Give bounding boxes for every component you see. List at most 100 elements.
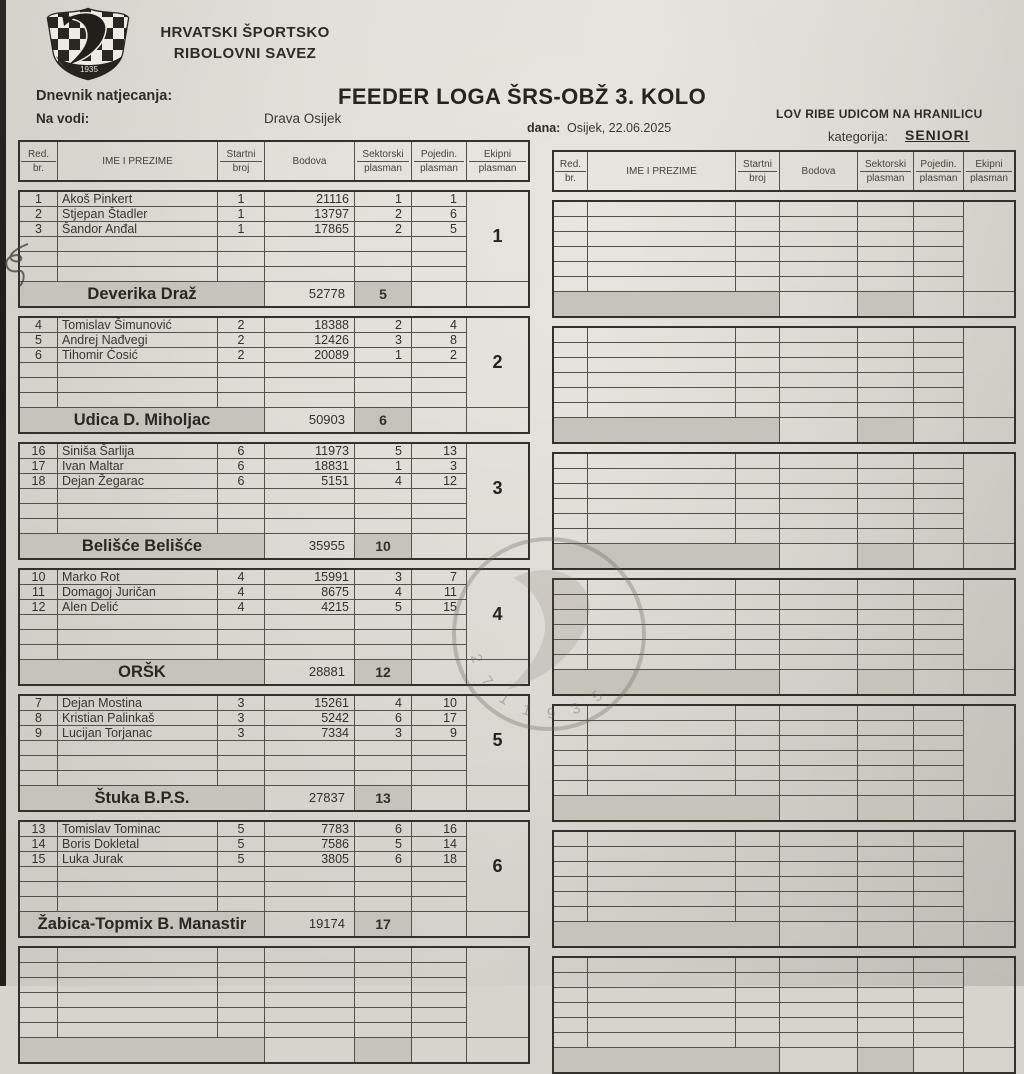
- cell-row-number: [554, 706, 588, 721]
- cell-sector: [355, 393, 412, 408]
- cell-name: [58, 897, 218, 912]
- cell-individual: 18: [412, 852, 467, 867]
- cell-sector: [858, 514, 914, 529]
- team-pojedin-cell: [412, 786, 467, 810]
- category-value: SENIORI: [905, 127, 970, 143]
- team-sector-cell: 6: [355, 408, 412, 432]
- cell-name: [588, 751, 736, 766]
- category-label: kategorija:: [828, 129, 888, 144]
- cell-sector: [355, 756, 412, 771]
- cell-start: [736, 1033, 780, 1048]
- team-rank-cell: [964, 454, 1014, 544]
- cell-row-number: [20, 771, 58, 786]
- cell-individual: [412, 237, 467, 252]
- cell-sector: 5: [355, 837, 412, 852]
- cell-points: [780, 454, 858, 469]
- water-label: Na vodi:: [36, 111, 90, 126]
- cell-individual: [412, 645, 467, 660]
- cell-name: [58, 1008, 218, 1023]
- cell-points: [265, 882, 355, 897]
- cell-row-number: [20, 756, 58, 771]
- cell-individual: [914, 403, 964, 418]
- cell-points: 8675: [265, 585, 355, 600]
- cell-individual: [914, 766, 964, 781]
- cell-points: 12426: [265, 333, 355, 348]
- cell-row-number: [554, 388, 588, 403]
- team-sector-cell: 5: [355, 282, 412, 306]
- cell-row-number: [554, 610, 588, 625]
- team-ekipni-cell: [964, 796, 1014, 820]
- cell-start: [736, 751, 780, 766]
- cell-start: [736, 232, 780, 247]
- cell-row-number: 17: [20, 459, 58, 474]
- cell-name: Tihomir Ćosić: [58, 348, 218, 363]
- cell-start: 4: [218, 570, 265, 585]
- cell-start: 2: [218, 333, 265, 348]
- team-rank-cell: [964, 580, 1014, 670]
- team-points-cell: 52778: [265, 282, 355, 306]
- cell-points: [265, 771, 355, 786]
- cell-points: [780, 499, 858, 514]
- cell-name: [588, 343, 736, 358]
- cell-start: [736, 958, 780, 973]
- cell-row-number: [554, 907, 588, 922]
- cell-start: [736, 988, 780, 1003]
- cell-name: [588, 907, 736, 922]
- cell-sector: [355, 882, 412, 897]
- cell-name: [58, 756, 218, 771]
- cell-row-number: 16: [20, 444, 58, 459]
- cell-points: 15261: [265, 696, 355, 711]
- team-pojedin-cell: [914, 418, 964, 442]
- blank-team-block: [552, 956, 1016, 1074]
- cell-sector: 3: [355, 726, 412, 741]
- cell-sector: [858, 640, 914, 655]
- cell-sector: [858, 751, 914, 766]
- cell-individual: [914, 988, 964, 1003]
- cell-individual: [412, 756, 467, 771]
- cell-sector: [858, 706, 914, 721]
- cell-row-number: [20, 615, 58, 630]
- cell-name: Dejan Mostina: [58, 696, 218, 711]
- cell-row-number: [20, 363, 58, 378]
- cell-points: [780, 232, 858, 247]
- cell-start: [218, 756, 265, 771]
- cell-row-number: [20, 489, 58, 504]
- cell-row-number: [554, 277, 588, 292]
- cell-start: [736, 358, 780, 373]
- cell-start: [736, 328, 780, 343]
- cell-individual: [914, 499, 964, 514]
- cell-row-number: [554, 988, 588, 1003]
- cell-start: 4: [218, 585, 265, 600]
- cell-points: [780, 388, 858, 403]
- cell-row-number: [20, 1023, 58, 1038]
- cell-row-number: [554, 328, 588, 343]
- cell-individual: 7: [412, 570, 467, 585]
- team-name-cell: [554, 670, 780, 694]
- cell-individual: [914, 484, 964, 499]
- cell-row-number: 13: [20, 822, 58, 837]
- page-title: FEEDER LOGA ŠRS-OBŽ 3. KOLO: [338, 84, 707, 109]
- cell-points: [780, 202, 858, 217]
- empty-team-block: [18, 946, 530, 1064]
- cell-individual: 11: [412, 585, 467, 600]
- team-sector-cell: 12: [355, 660, 412, 684]
- cell-points: [780, 328, 858, 343]
- cell-points: [265, 630, 355, 645]
- team-ekipni-cell: [964, 418, 1014, 442]
- cell-name: [588, 262, 736, 277]
- cell-individual: [914, 736, 964, 751]
- team-name-cell: Žabica-Topmix B. Manastir: [20, 912, 265, 936]
- cell-start: [218, 393, 265, 408]
- cell-points: [780, 847, 858, 862]
- team-block-2: 2 4 Tomislav Šimunović 2 18388 2 4 5 And…: [18, 316, 530, 434]
- cell-row-number: [20, 645, 58, 660]
- cell-start: [736, 766, 780, 781]
- cell-sector: 4: [355, 696, 412, 711]
- cell-points: 7334: [265, 726, 355, 741]
- cell-sector: [858, 232, 914, 247]
- team-name-cell: [554, 544, 780, 568]
- cell-individual: 5: [412, 222, 467, 237]
- cell-points: [780, 277, 858, 292]
- cell-points: [265, 393, 355, 408]
- cell-row-number: [20, 867, 58, 882]
